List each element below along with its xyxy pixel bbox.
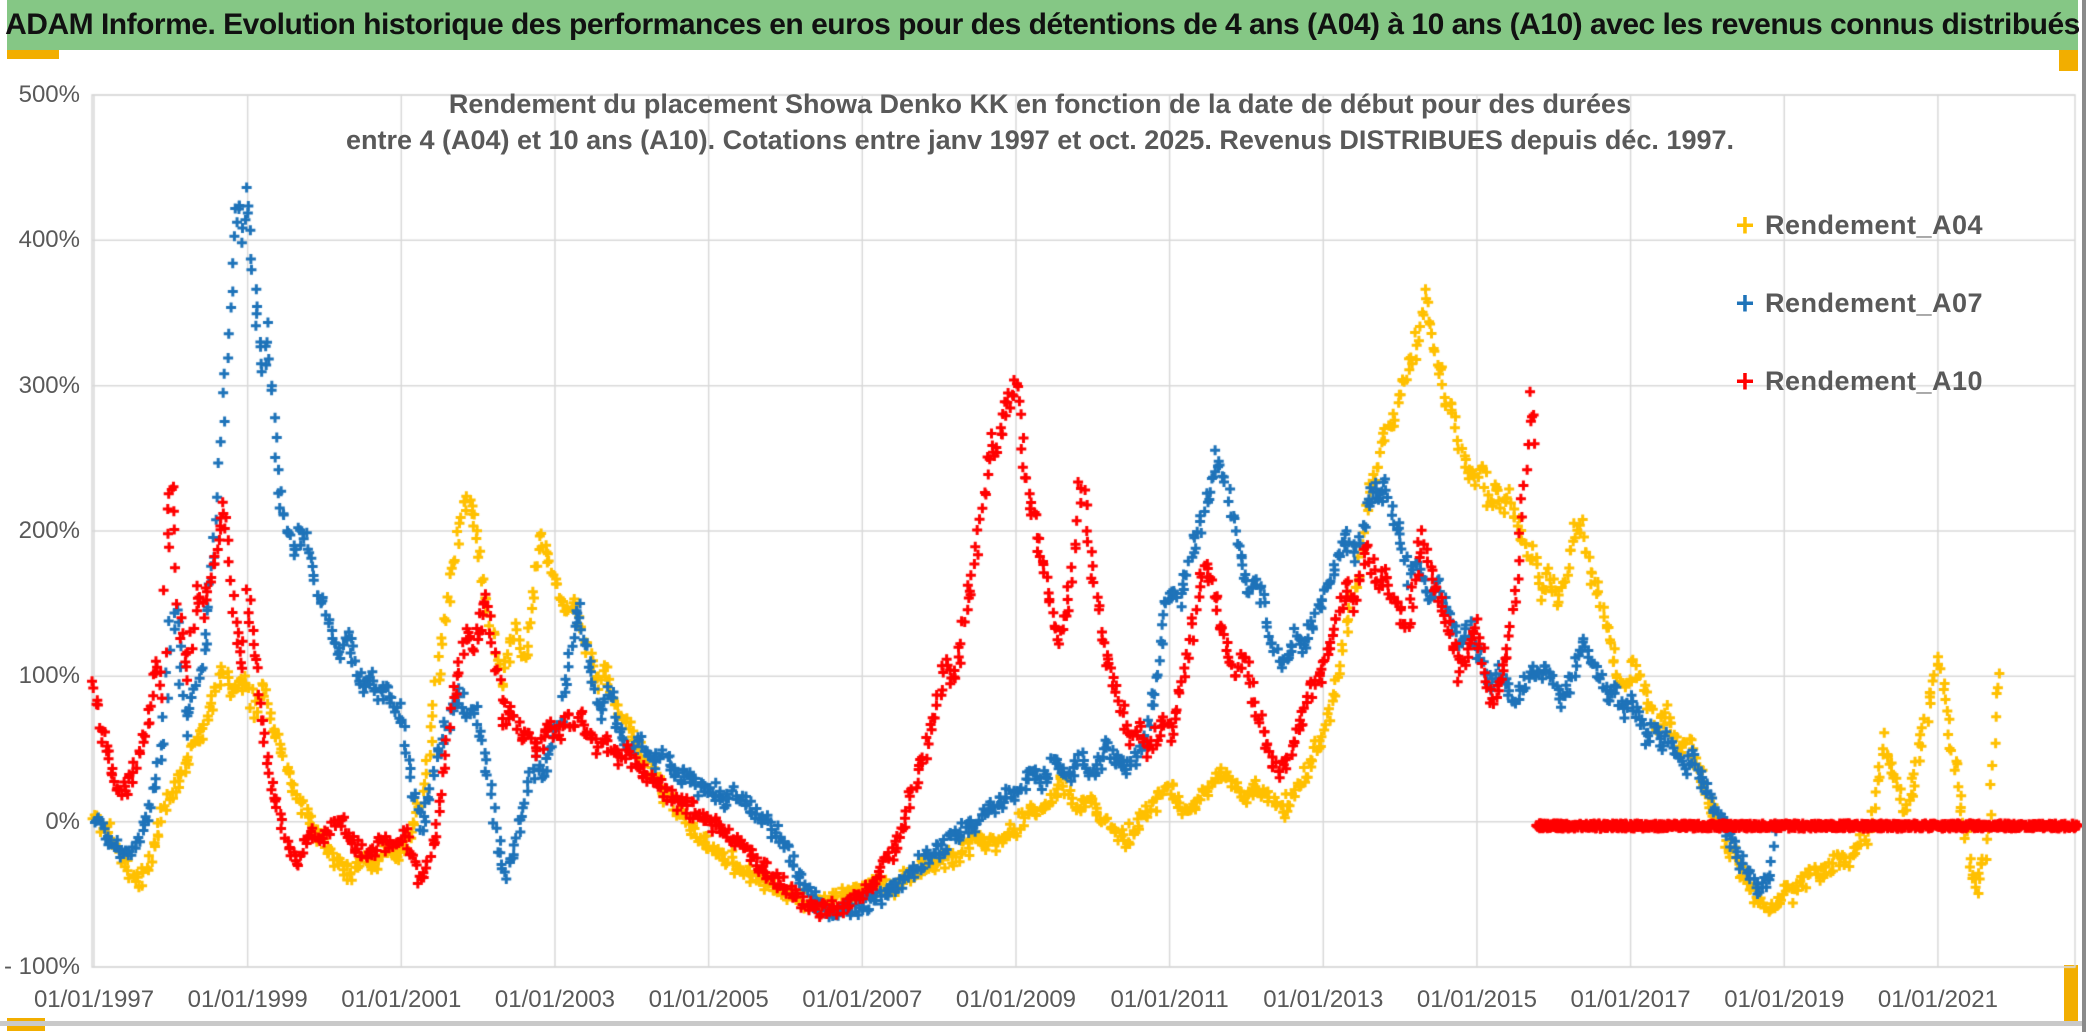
x-axis-tick-label: 01/01/2015 [1416,986,1537,1013]
x-axis-tick-label: 01/01/2021 [1877,986,1998,1013]
x-axis-tick-label: 01/01/1997 [33,986,155,1013]
y-axis-tick-label: 0% [45,807,80,835]
y-axis-tick-label: - 100% [3,953,80,980]
legend-item-rendement_a04[interactable]: + Rendement_A04 [1725,186,2025,264]
y-axis-tick-label: 500% [18,81,80,108]
y-axis-tick-label: 200% [18,517,80,544]
legend-item-rendement_a07[interactable]: + Rendement_A07 [1725,264,2025,342]
x-axis-tick-label: 01/01/1999 [187,986,308,1013]
chart-title-line2: entre 4 (A04) et 10 ans (A10). Cotations… [345,125,1734,155]
y-axis-tick-label: 400% [18,226,80,254]
x-axis-tick-label: 01/01/2001 [341,986,462,1013]
legend-item-label: Rendement_A07 [1765,287,1984,318]
x-axis-tick-label: 01/01/2007 [802,986,923,1013]
window-right-edge [2082,0,2086,1032]
plus-marker-icon: + [1735,206,1755,243]
legend-item-label: Rendement_A04 [1765,209,1984,240]
legend-item-rendement_a10[interactable]: + Rendement_A10 [1725,342,2025,420]
y-axis-tick-label: 300% [18,371,80,399]
chart-title: Rendement du placement Showa Denko KK en… [300,86,1780,158]
plus-marker-icon: + [1735,362,1755,399]
x-axis-tick-label: 01/01/2013 [1263,986,1384,1013]
x-axis-tick-label: 01/01/2009 [955,986,1077,1013]
legend-item-label: Rendement_A10 [1765,365,1984,396]
x-axis-tick-label: 01/01/2011 [1110,986,1229,1013]
x-axis-tick-label: 01/01/2019 [1724,986,1845,1013]
x-axis-tick-label: 01/01/2005 [648,986,769,1013]
y-axis-tick-label: 100% [18,662,80,690]
chart-legend: + Rendement_A04 + Rendement_A07 + Rendement_A… [1725,186,2025,420]
x-axis-tick-label: 01/01/2003 [494,986,616,1013]
bottom-strip [0,1021,2086,1026]
x-axis-tick-label: 01/01/2017 [1570,986,1691,1013]
chart-title-line1: Rendement du placement Showa Denko KK en… [448,89,1632,119]
plus-marker-icon: + [1735,284,1755,321]
